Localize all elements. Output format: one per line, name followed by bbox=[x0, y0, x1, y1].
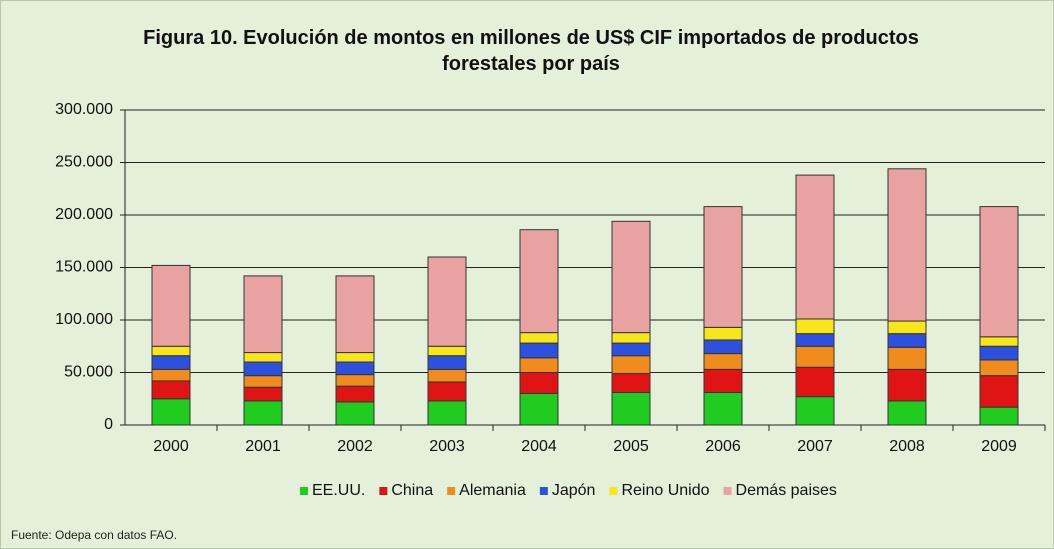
bar-segment bbox=[243, 361, 283, 377]
bar-segment bbox=[795, 396, 835, 426]
legend-swatch bbox=[723, 487, 732, 495]
y-tick-label: 300.000 bbox=[55, 101, 113, 118]
bar-segment bbox=[703, 391, 743, 426]
bar-segment bbox=[611, 373, 651, 393]
bar-segment bbox=[795, 345, 835, 368]
legend-label: Reino Unido bbox=[621, 482, 709, 499]
y-tick-label: 100.000 bbox=[55, 311, 113, 328]
bar-segment bbox=[979, 375, 1019, 408]
bar-segment bbox=[427, 355, 467, 370]
legend-label: Alemania bbox=[459, 482, 526, 499]
bar-segment bbox=[979, 206, 1019, 338]
x-tick-label: 2001 bbox=[245, 438, 281, 455]
bar-segment bbox=[979, 359, 1019, 377]
bar-segment bbox=[243, 400, 283, 426]
bar-segment bbox=[887, 400, 927, 426]
bar-segment bbox=[243, 375, 283, 388]
y-tick-label: 250.000 bbox=[55, 154, 113, 171]
bar-segment bbox=[519, 229, 559, 334]
bar-segment bbox=[703, 206, 743, 328]
bar-segment bbox=[611, 332, 651, 344]
bar-segment bbox=[795, 333, 835, 347]
bar-segment bbox=[795, 366, 835, 398]
bar-segment bbox=[611, 391, 651, 426]
bar-segment bbox=[795, 174, 835, 320]
legend-swatch bbox=[379, 487, 388, 495]
bar-segment bbox=[151, 368, 191, 382]
bar-segment bbox=[887, 333, 927, 348]
bar-segment bbox=[151, 264, 191, 347]
x-tick-label: 2009 bbox=[981, 438, 1017, 455]
legend-swatch bbox=[609, 487, 618, 495]
y-tick-label: 200.000 bbox=[55, 206, 113, 223]
bar-segment bbox=[887, 346, 927, 370]
bar-segment bbox=[243, 352, 283, 363]
bar-segment bbox=[427, 256, 467, 347]
y-tick-label: 0 bbox=[104, 416, 113, 433]
legend-label: China bbox=[391, 482, 433, 499]
legend-swatch bbox=[539, 487, 548, 495]
bar-segment bbox=[427, 381, 467, 402]
bar-segment bbox=[519, 393, 559, 426]
bar-segment bbox=[335, 352, 375, 363]
bar-segment bbox=[611, 355, 651, 375]
bar-segment bbox=[887, 320, 927, 335]
bar-segment bbox=[611, 220, 651, 334]
x-tick-label: 2002 bbox=[337, 438, 373, 455]
bar-segment bbox=[151, 380, 191, 400]
x-tick-label: 2007 bbox=[797, 438, 833, 455]
bar-segment bbox=[335, 361, 375, 376]
bar-segment bbox=[427, 400, 467, 426]
legend-swatch bbox=[447, 487, 456, 495]
x-tick-label: 2003 bbox=[429, 438, 465, 455]
bar-segment bbox=[887, 168, 927, 322]
source-note: Fuente: Odepa con datos FAO. bbox=[11, 528, 178, 542]
x-tick-label: 2006 bbox=[705, 438, 741, 455]
bar-segment bbox=[519, 357, 559, 373]
bar-segment bbox=[979, 406, 1019, 426]
x-tick-label: 2004 bbox=[521, 438, 557, 455]
bar-segment bbox=[151, 345, 191, 357]
bar-segment bbox=[335, 385, 375, 403]
bar-segment bbox=[703, 339, 743, 355]
bar-segment bbox=[519, 372, 559, 394]
bar-segment bbox=[335, 374, 375, 387]
bar-segment bbox=[979, 345, 1019, 361]
x-tick-label: 2000 bbox=[153, 438, 189, 455]
bar-segment bbox=[611, 342, 651, 357]
bar-segment bbox=[427, 345, 467, 357]
bar-segment bbox=[519, 342, 559, 359]
y-tick-label: 50.000 bbox=[64, 364, 113, 381]
bar-segment bbox=[979, 336, 1019, 347]
bar-segment bbox=[151, 355, 191, 370]
chart-title: Figura 10. Evolución de montos en millon… bbox=[143, 27, 919, 75]
bar-segment bbox=[519, 332, 559, 344]
y-tick-label: 150.000 bbox=[55, 259, 113, 276]
bar-segment bbox=[243, 275, 283, 354]
bar-segment bbox=[887, 368, 927, 402]
legend-swatch bbox=[300, 487, 308, 495]
bar-segment bbox=[427, 368, 467, 383]
bar-segment bbox=[243, 386, 283, 402]
bar-segment bbox=[335, 401, 375, 426]
x-tick-label: 2005 bbox=[613, 438, 649, 455]
bar-segment bbox=[703, 368, 743, 393]
x-tick-label: 2008 bbox=[889, 438, 925, 455]
legend-label: Demás paises bbox=[736, 482, 837, 499]
bar-segment bbox=[335, 275, 375, 354]
bar-segment bbox=[703, 353, 743, 370]
legend-label: EE.UU. bbox=[312, 482, 365, 499]
bar-segment bbox=[795, 318, 835, 335]
bar-segment bbox=[703, 326, 743, 341]
legend-label: Japón bbox=[552, 482, 596, 499]
bar-segment bbox=[151, 398, 191, 426]
